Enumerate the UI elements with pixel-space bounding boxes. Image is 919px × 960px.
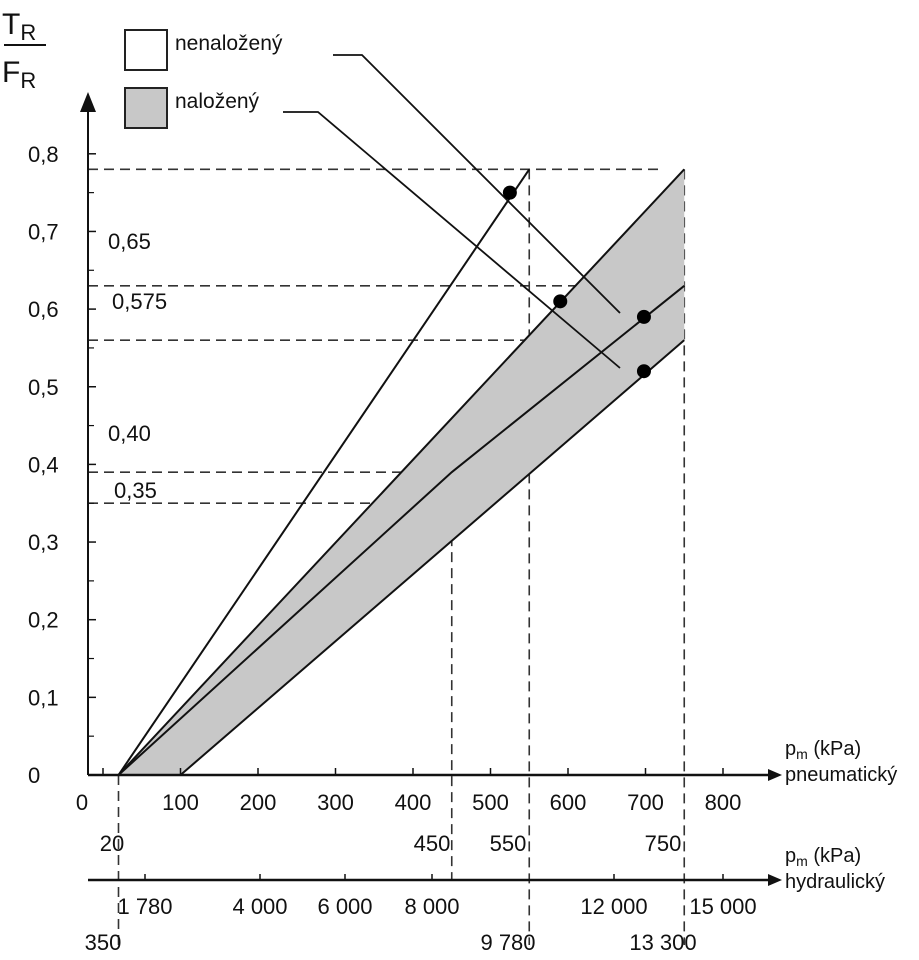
x-tick-label-pneumatic: 0 (76, 790, 88, 815)
x-tick-label-pneumatic: 800 (705, 790, 742, 815)
y-tick-label: 0,3 (28, 530, 59, 555)
x-mark-label-pneumatic: 450 (414, 831, 451, 856)
marker-2 (636, 309, 651, 324)
legend-swatch-unloaded (124, 29, 168, 71)
x-mark-label-pneumatic: 550 (490, 831, 527, 856)
annotation-label: 0,35 (114, 478, 157, 503)
y-tick-label: 0,6 (28, 297, 59, 322)
x-mark-label-hydraulic: 13 300 (629, 930, 696, 955)
marker-1 (553, 294, 568, 309)
y-tick-label: 0,8 (28, 142, 59, 167)
x-axis-pneumatic-arrow (768, 769, 782, 781)
y-tick-label: 0,1 (28, 685, 59, 710)
x-tick-label-hydraulic: 8 000 (404, 894, 459, 919)
x-tick-label-pneumatic: 600 (550, 790, 587, 815)
y-tick-label: 0,5 (28, 375, 59, 400)
legend-swatch-loaded (124, 87, 168, 129)
leader-unloaded (333, 54, 621, 314)
x-mark-label-hydraulic: 9 780 (480, 930, 535, 955)
x-tick-label-pneumatic: 400 (395, 790, 432, 815)
svg-text:FR: FR (2, 56, 36, 93)
legend: nenaložený naložený (124, 29, 283, 129)
x-axis-title-hydraulic: pm (kPa) hydraulický (785, 845, 885, 893)
x-mark-label-pneumatic: 750 (645, 831, 682, 856)
series-line-3 (179, 339, 685, 776)
svg-text:TR: TR (2, 8, 36, 45)
x-tick-label-hydraulic: 6 000 (317, 894, 372, 919)
svg-text:pm (kPa): pm (kPa) (785, 738, 861, 762)
x-tick-label-pneumatic: 300 (317, 790, 354, 815)
y-axis-arrow (80, 92, 96, 112)
tick-labels: 0 0,1 0,2 0,3 0,4 0,5 0,6 0,7 0,8 0 100 200 300 400 50… (28, 142, 757, 955)
y-axis-label: TR FR (2, 8, 46, 93)
x-mark-label-pneumatic: 20 (100, 831, 124, 856)
legend-leader-lines (283, 54, 621, 369)
x-tick-label-hydraulic: 12 000 (580, 894, 647, 919)
leader-loaded (283, 111, 621, 369)
x-tick-label-pneumatic: 700 (627, 790, 664, 815)
svg-text:pm (kPa): pm (kPa) (785, 845, 861, 869)
x-mark-label-hydraulic: 350 (85, 930, 122, 955)
x-tick-label-pneumatic: 500 (472, 790, 509, 815)
series-line-1 (117, 168, 685, 776)
y-tick-label: 0,7 (28, 219, 59, 244)
annotation-label: 0,40 (108, 421, 151, 446)
marker-0 (502, 185, 517, 200)
series-line-2 (117, 285, 685, 776)
svg-text:pneumatický: pneumatický (785, 764, 897, 786)
x-tick-label-hydraulic: 1 780 (117, 894, 172, 919)
y-tick-label: 0,4 (28, 452, 59, 477)
x-tick-label-pneumatic: 100 (162, 790, 199, 815)
marker-3 (636, 364, 651, 379)
y-tick-label: 0,2 (28, 608, 59, 633)
annotation-label: 0,575 (112, 289, 167, 314)
series-lines (117, 168, 685, 776)
svg-text:hydraulický: hydraulický (785, 871, 885, 893)
annotation-label: 0,65 (108, 229, 151, 254)
legend-label-unloaded: nenaložený (175, 32, 283, 55)
x-tick-label-pneumatic: 200 (240, 790, 277, 815)
x-tick-label-hydraulic: 15 000 (689, 894, 756, 919)
x-tick-label-hydraulic: 4 000 (232, 894, 287, 919)
x-axis-title-pneumatic: pm (kPa) pneumatický (785, 738, 897, 786)
series-line-0 (117, 168, 531, 776)
x-axis-hydraulic-arrow (768, 874, 782, 886)
legend-label-loaded: naložený (175, 90, 260, 113)
y-tick-label: 0 (28, 763, 40, 788)
axes (80, 92, 782, 886)
markers (502, 185, 651, 379)
